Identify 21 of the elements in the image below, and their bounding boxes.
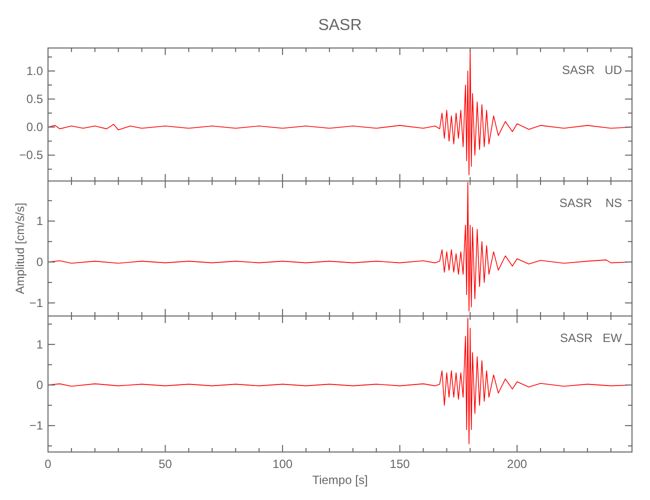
y-tick-label: 0.5 — [26, 92, 44, 106]
x-tick-label: 50 — [158, 457, 172, 471]
y-tick-label: 0.0 — [26, 120, 44, 134]
annotation: SASR UD — [562, 63, 622, 77]
y-tick-label: 1.0 — [26, 64, 44, 78]
x-tick-label: 150 — [390, 457, 410, 471]
y-tick-label: −1 — [29, 296, 44, 310]
x-tick-label: 100 — [272, 457, 293, 471]
x-tick-label: 0 — [44, 457, 52, 471]
y-tick-label: 1 — [36, 337, 44, 352]
y-tick-label: 0 — [36, 255, 44, 269]
y-axis-title: Amplitud [cm/s/s] — [13, 202, 27, 294]
x-axis-title: Tiempo [s] — [312, 473, 368, 487]
y-tick-label: 0 — [36, 378, 44, 392]
y-tick-label: −0.5 — [19, 148, 44, 162]
annotation: SASR NS — [559, 196, 622, 210]
annotation: SASR EW — [560, 331, 623, 345]
y-tick-label: 1 — [36, 214, 44, 228]
x-tick-label: 200 — [507, 457, 528, 471]
chart-title: SASR — [318, 17, 362, 34]
y-tick-label: −1 — [29, 418, 44, 433]
